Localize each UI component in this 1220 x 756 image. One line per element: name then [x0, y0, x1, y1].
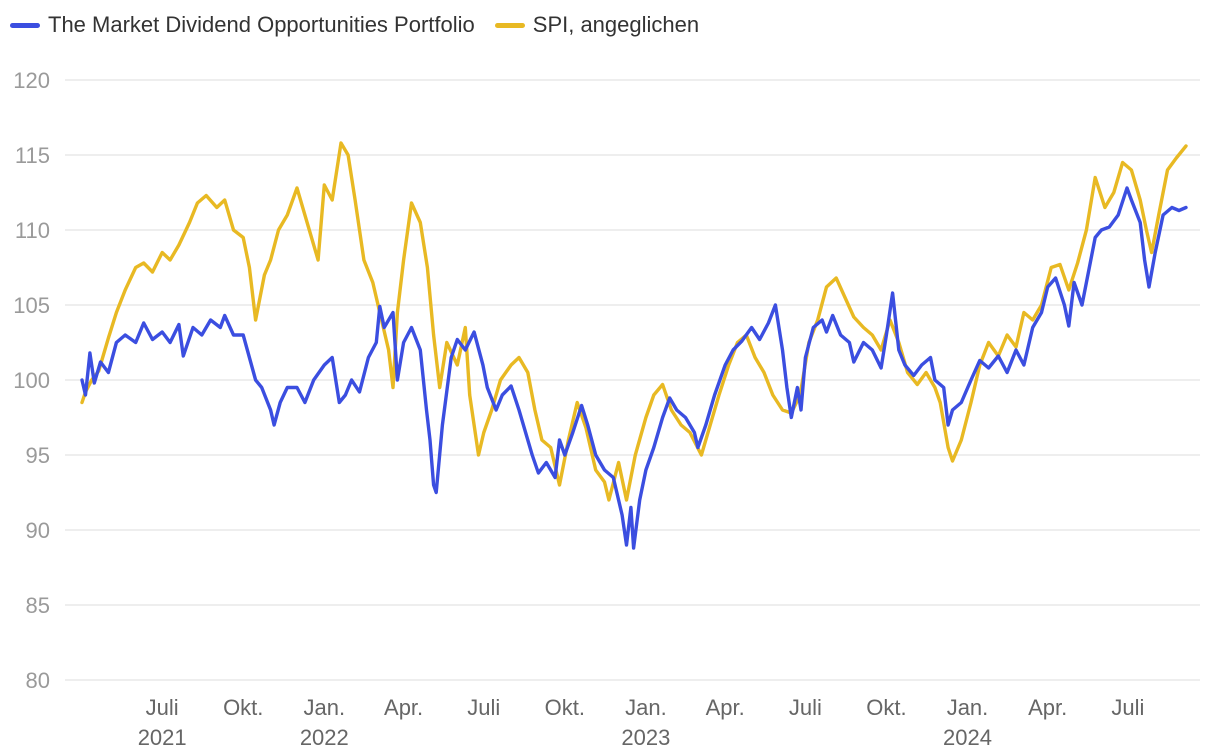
- x-tick-label: Juli: [789, 695, 822, 720]
- y-tick-label: 95: [26, 443, 50, 468]
- x-tick-label: Juli: [467, 695, 500, 720]
- x-tick-year-label: 2021: [138, 725, 187, 750]
- legend-label-portfolio: The Market Dividend Opportunities Portfo…: [48, 12, 475, 37]
- legend-swatch-portfolio: [10, 22, 40, 28]
- y-tick-label: 120: [13, 68, 50, 93]
- x-tick-label: Apr.: [384, 695, 423, 720]
- y-axis: 80 85 90 95 100 105 110 115 120: [13, 68, 50, 693]
- legend-item-portfolio[interactable]: The Market Dividend Opportunities Portfo…: [10, 12, 475, 38]
- y-tick-label: 80: [26, 668, 50, 693]
- y-tick-label: 85: [26, 593, 50, 618]
- x-tick-year-label: 2024: [943, 725, 992, 750]
- x-tick-year-label: 2022: [300, 725, 349, 750]
- grid-lines: [65, 79, 1200, 681]
- x-tick-label: Juli: [1111, 695, 1144, 720]
- legend-swatch-spi: [494, 22, 525, 28]
- y-tick-label: 110: [15, 218, 50, 243]
- y-tick-label: 105: [13, 293, 50, 318]
- y-tick-label: 115: [15, 143, 50, 168]
- x-tick-label: Jan.: [947, 695, 989, 720]
- y-tick-label: 100: [13, 368, 50, 393]
- x-axis: Juli 2021 Okt. Jan. 2022 Apr. Juli Okt. Jan. 2023…: [138, 695, 1145, 750]
- x-tick-label: Juli: [146, 695, 179, 720]
- x-tick-label: Okt.: [545, 695, 585, 720]
- legend-label-spi: SPI, angeglichen: [532, 12, 700, 37]
- x-tick-label: Okt.: [223, 695, 263, 720]
- series-line-portfolio[interactable]: [80, 186, 1188, 550]
- x-tick-year-label: 2023: [621, 725, 670, 750]
- series-lines: [80, 141, 1188, 550]
- legend-item-spi[interactable]: SPI, angeglichen: [494, 12, 700, 38]
- y-tick-label: 90: [26, 518, 50, 543]
- x-tick-label: Jan.: [304, 695, 346, 720]
- x-tick-label: Apr.: [1028, 695, 1067, 720]
- x-tick-label: Jan.: [625, 695, 667, 720]
- x-tick-label: Okt.: [866, 695, 906, 720]
- x-tick-label: Apr.: [706, 695, 745, 720]
- series-line-spi[interactable]: [80, 141, 1188, 502]
- legend: The Market Dividend Opportunities Portfo…: [10, 12, 719, 38]
